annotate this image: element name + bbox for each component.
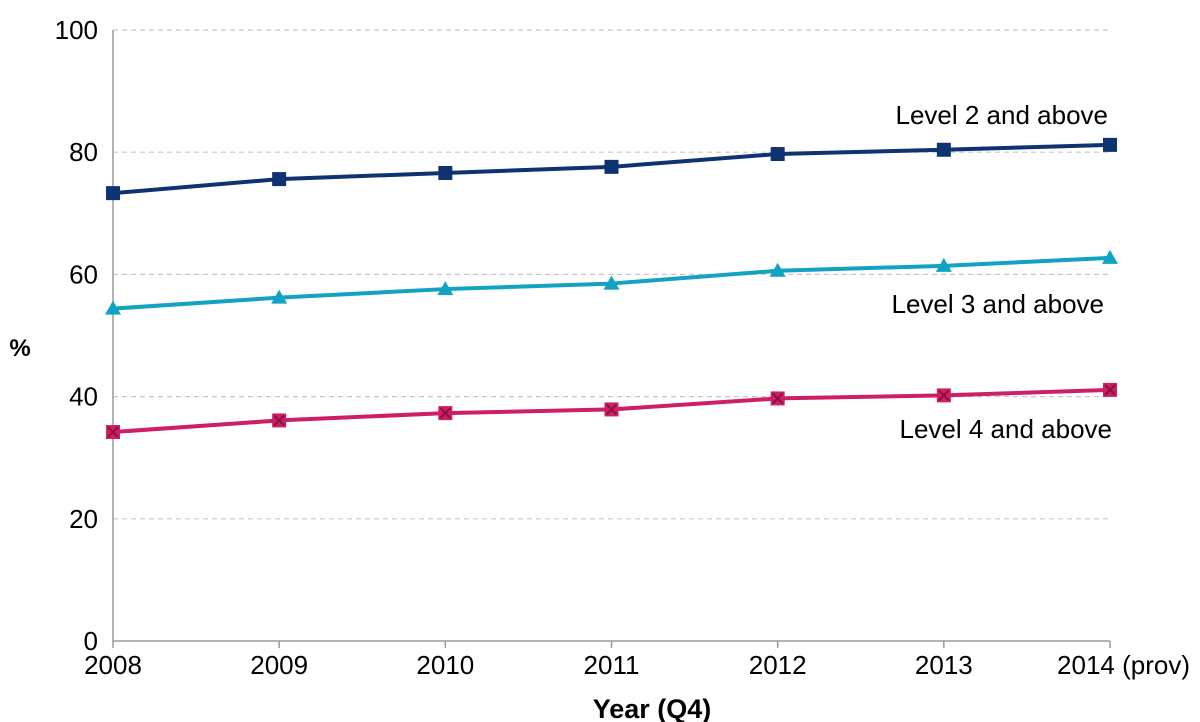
data-point	[1102, 249, 1118, 264]
data-point	[272, 172, 287, 187]
data-point	[604, 159, 619, 174]
series-1	[106, 137, 1117, 201]
data-point	[437, 281, 454, 296]
data-point-cross	[938, 389, 950, 402]
data-point	[769, 262, 786, 277]
x-tick-label: 2008	[84, 650, 142, 680]
y-tick-label: 0	[84, 626, 98, 656]
data-point-cross	[1104, 384, 1116, 396]
x-tick-label: 2014 (prov)	[1057, 650, 1190, 680]
x-axis-label: Year (Q4)	[593, 694, 712, 722]
data-point	[1103, 137, 1117, 152]
data-point-cross	[273, 414, 285, 427]
y-axis-label: %	[9, 335, 30, 362]
data-point	[936, 142, 951, 157]
x-tick-label: 2011	[584, 650, 640, 680]
y-tick-labels: 0 20 40 60 80 100	[55, 15, 98, 656]
data-point	[438, 165, 453, 180]
series-label: Level 2 and above	[895, 100, 1108, 130]
data-point	[271, 289, 288, 304]
y-tick-label: 80	[69, 137, 98, 167]
y-tick-label: 40	[69, 382, 98, 412]
x-tick-label: 2009	[250, 650, 308, 680]
series	[105, 137, 1118, 440]
data-point-cross	[605, 403, 618, 416]
y-tick-label: 100	[55, 15, 98, 45]
x-tick-label: 2012	[749, 650, 807, 680]
data-point	[106, 186, 120, 201]
series-2	[105, 249, 1118, 315]
series-3	[106, 382, 1117, 440]
data-point	[603, 275, 620, 290]
data-point	[105, 300, 121, 315]
y-tick-label: 20	[69, 504, 98, 534]
data-point-cross	[771, 392, 784, 405]
data-point-cross	[107, 426, 119, 438]
series-label: Level 3 and above	[891, 289, 1104, 319]
x-tick-label: 2013	[915, 650, 973, 680]
y-tick-label: 60	[69, 259, 98, 289]
x-tick-labels: 2008 2009 2010 2011 2012 2013 2014 (prov)	[84, 641, 1190, 680]
data-point-cross	[439, 407, 452, 419]
series-label: Level 4 and above	[899, 414, 1112, 444]
x-tick-label: 2010	[416, 650, 474, 680]
data-point	[935, 257, 952, 272]
data-point	[770, 147, 785, 162]
series-labels: Level 2 and above Level 3 and above Level …	[891, 100, 1112, 444]
